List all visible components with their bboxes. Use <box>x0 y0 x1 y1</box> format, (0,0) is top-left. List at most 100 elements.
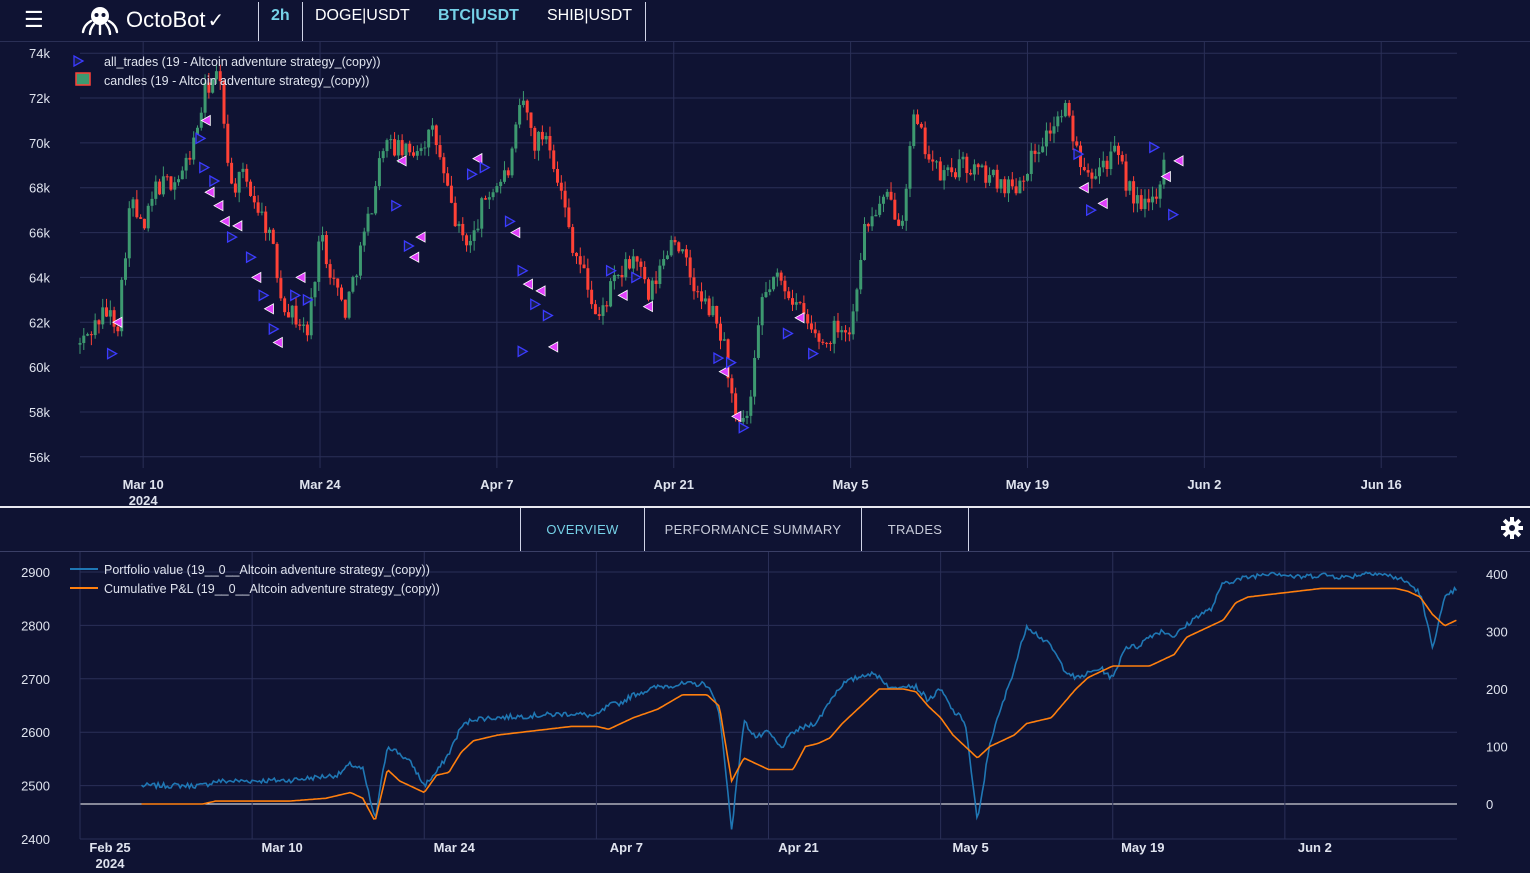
candle-body <box>794 302 798 305</box>
candle-body <box>1044 130 1048 147</box>
candle-body <box>381 151 385 159</box>
candle-body <box>1014 186 1018 194</box>
hamburger-menu-icon[interactable]: ☰ <box>24 7 44 32</box>
buy-trade-marker <box>782 327 794 340</box>
candle-body <box>665 255 669 260</box>
candle-body <box>396 140 400 156</box>
candle-body <box>120 279 124 332</box>
candle-body <box>772 276 776 290</box>
candle-body <box>358 245 362 276</box>
candle-body <box>370 213 374 215</box>
candle-body <box>552 150 556 169</box>
candle-body <box>112 310 116 327</box>
buy-trade-marker <box>1168 208 1180 221</box>
buy-trade-marker <box>245 251 257 264</box>
candle-body <box>302 324 306 326</box>
timeframe-label[interactable]: 2h <box>271 7 290 24</box>
candle-body <box>1094 176 1098 179</box>
candle-body <box>768 289 772 293</box>
sell-trade-marker <box>547 341 559 353</box>
portfolio-line-chart[interactable]: 2400 2500 2600 2700 2800 2900 0 100 200 300 400 Feb… <box>0 552 1530 873</box>
sell-trade-marker <box>617 289 628 302</box>
candle-body <box>935 161 939 163</box>
candle-body <box>1025 173 1029 181</box>
candle-body <box>787 291 791 299</box>
candle-body <box>563 190 567 208</box>
candle-body <box>442 157 446 174</box>
candle-body <box>908 146 912 189</box>
candle-body <box>105 307 109 317</box>
tab-trades[interactable]: TRADES <box>862 508 969 551</box>
candle-body <box>931 159 935 162</box>
sell-trade-marker <box>263 303 274 315</box>
candle-body <box>93 320 97 336</box>
candle-body <box>631 256 635 269</box>
candle-body <box>779 272 783 281</box>
candle-body <box>78 343 82 345</box>
candle-body <box>506 170 510 176</box>
candle-body <box>760 297 764 326</box>
candle-body <box>123 258 127 280</box>
candle-body <box>991 169 995 176</box>
candle-body <box>393 139 397 156</box>
x-tick-label: Jun 16 <box>1361 477 1402 492</box>
candle-body <box>366 213 370 232</box>
candle-body <box>976 164 980 168</box>
candle-body <box>491 192 495 198</box>
candle-body <box>718 323 722 341</box>
octobot-logo[interactable]: OctoBot ✓ <box>80 3 224 37</box>
candle-body <box>597 314 601 316</box>
candle-body <box>150 198 154 206</box>
candle-body <box>309 297 313 336</box>
candle-body <box>881 196 885 204</box>
candle-body <box>646 279 650 300</box>
candle-body <box>1109 151 1113 170</box>
candle-body <box>86 334 90 336</box>
candle-body <box>1143 198 1147 210</box>
candle-body <box>863 223 867 260</box>
candle-body <box>169 176 173 190</box>
candle-body <box>650 280 654 300</box>
candle-body <box>681 249 685 252</box>
x-tick-label: Mar 24 <box>434 840 476 855</box>
candle-body <box>211 79 215 93</box>
pair-tab-btc[interactable]: BTC|USDT <box>438 7 519 24</box>
price-candlestick-chart[interactable]: 56k 58k 60k 62k 64k 66k 68k 70k 72k 74k Mar 10 Mar … <box>0 42 1530 506</box>
buy-trade-marker <box>738 421 750 434</box>
legend-candles-icon <box>75 72 91 86</box>
candle-body <box>192 137 196 160</box>
candle-body <box>434 125 438 146</box>
candle-body <box>154 181 158 199</box>
candle-body <box>1151 196 1155 203</box>
candle-body <box>226 123 230 163</box>
y-left-tick-label: 2400 <box>21 832 50 847</box>
candle-body <box>1120 155 1124 162</box>
candle-body <box>298 324 302 326</box>
candle-body <box>290 305 294 318</box>
candle-body <box>567 207 571 228</box>
candle-body <box>741 417 745 422</box>
tab-performance-summary[interactable]: PERFORMANCE SUMMARY <box>645 508 862 551</box>
candle-body <box>419 148 423 152</box>
candle-body <box>222 81 226 124</box>
y-left-tick-label: 2600 <box>21 725 50 740</box>
pair-tab-shib[interactable]: SHIB|USDT <box>547 7 633 24</box>
sell-trade-marker <box>1097 197 1108 210</box>
buy-trade-marker <box>517 345 529 358</box>
x-tick-label: May 5 <box>833 477 869 492</box>
candle-body <box>961 156 965 160</box>
candle-body <box>518 105 522 125</box>
candle-body <box>571 227 575 253</box>
candle-body <box>806 314 810 324</box>
candle-body <box>97 320 101 325</box>
buy-trade-marker <box>195 132 207 145</box>
candle-body <box>1075 141 1079 146</box>
y-left-tick-label: 2800 <box>21 618 50 633</box>
settings-gear-icon[interactable] <box>1500 516 1524 540</box>
pair-tab-doge[interactable]: DOGE|USDT <box>315 7 410 24</box>
candle-body <box>461 223 465 236</box>
candle-body <box>965 156 969 173</box>
tab-overview[interactable]: OVERVIEW <box>520 508 645 551</box>
candle-body <box>893 199 897 220</box>
candle-body <box>332 277 336 279</box>
